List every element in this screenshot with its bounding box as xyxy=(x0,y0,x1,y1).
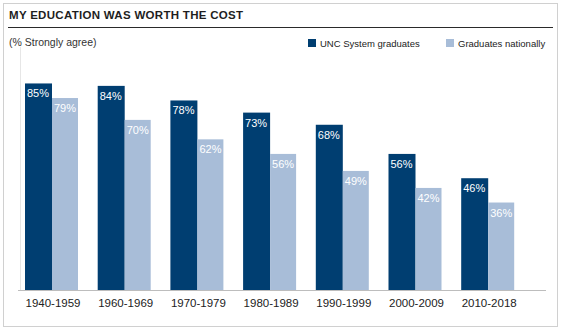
bar xyxy=(343,171,369,290)
bar xyxy=(416,188,442,290)
x-tick-label: 2000-2009 xyxy=(389,297,444,309)
legend-swatch xyxy=(446,39,454,47)
subtitle: (% Strongly agree) xyxy=(9,36,97,48)
data-labels: 85% 84% 78% 73% 68% 56% 46% 79% 70% 62% 56% 49% 42% 3… xyxy=(27,87,512,218)
legend-label: Graduates nationally xyxy=(458,38,545,49)
x-tick-label: 2010-2018 xyxy=(462,297,517,309)
bar xyxy=(461,178,488,290)
data-label: 68% xyxy=(318,129,340,141)
bar xyxy=(125,120,151,290)
bar xyxy=(52,98,78,290)
bar xyxy=(243,113,270,290)
x-tick-label: 1980-1989 xyxy=(244,297,299,309)
bar xyxy=(25,83,52,290)
x-tick-label: 1990-1999 xyxy=(316,297,371,309)
chart-svg: MY EDUCATION WAS WORTH THE COST (% Strong… xyxy=(0,0,561,332)
bar xyxy=(170,100,197,290)
bars xyxy=(25,83,514,290)
data-label: 85% xyxy=(27,87,49,99)
x-tick-label: 1970-1979 xyxy=(171,297,226,309)
legend-label: UNC System graduates xyxy=(320,38,420,49)
data-label: 49% xyxy=(345,175,367,187)
y-axis-line xyxy=(20,47,21,290)
bar xyxy=(98,86,125,290)
data-label: 46% xyxy=(463,182,485,194)
data-label: 84% xyxy=(100,90,122,102)
data-label: 62% xyxy=(199,143,221,155)
data-label: 42% xyxy=(418,192,440,204)
title: MY EDUCATION WAS WORTH THE COST xyxy=(9,9,243,21)
bar xyxy=(197,139,223,290)
data-label: 56% xyxy=(391,158,413,170)
bar xyxy=(270,154,296,290)
legend-swatch xyxy=(308,39,316,47)
x-tick-label: 1960-1969 xyxy=(98,297,153,309)
data-label: 78% xyxy=(172,104,194,116)
chart-container: MY EDUCATION WAS WORTH THE COST (% Strong… xyxy=(0,0,561,332)
data-label: 70% xyxy=(127,124,149,136)
data-label: 79% xyxy=(54,102,76,114)
data-label: 73% xyxy=(245,117,267,129)
bar xyxy=(488,203,514,290)
data-label: 36% xyxy=(490,207,512,219)
legend: UNC System graduates Graduates nationally xyxy=(308,38,545,49)
bar xyxy=(389,154,416,290)
data-label: 56% xyxy=(272,158,294,170)
frame xyxy=(4,4,558,327)
x-tick-label: 1940-1959 xyxy=(26,297,81,309)
title-rule xyxy=(8,27,553,28)
bar xyxy=(316,125,343,290)
baseline xyxy=(18,290,546,291)
